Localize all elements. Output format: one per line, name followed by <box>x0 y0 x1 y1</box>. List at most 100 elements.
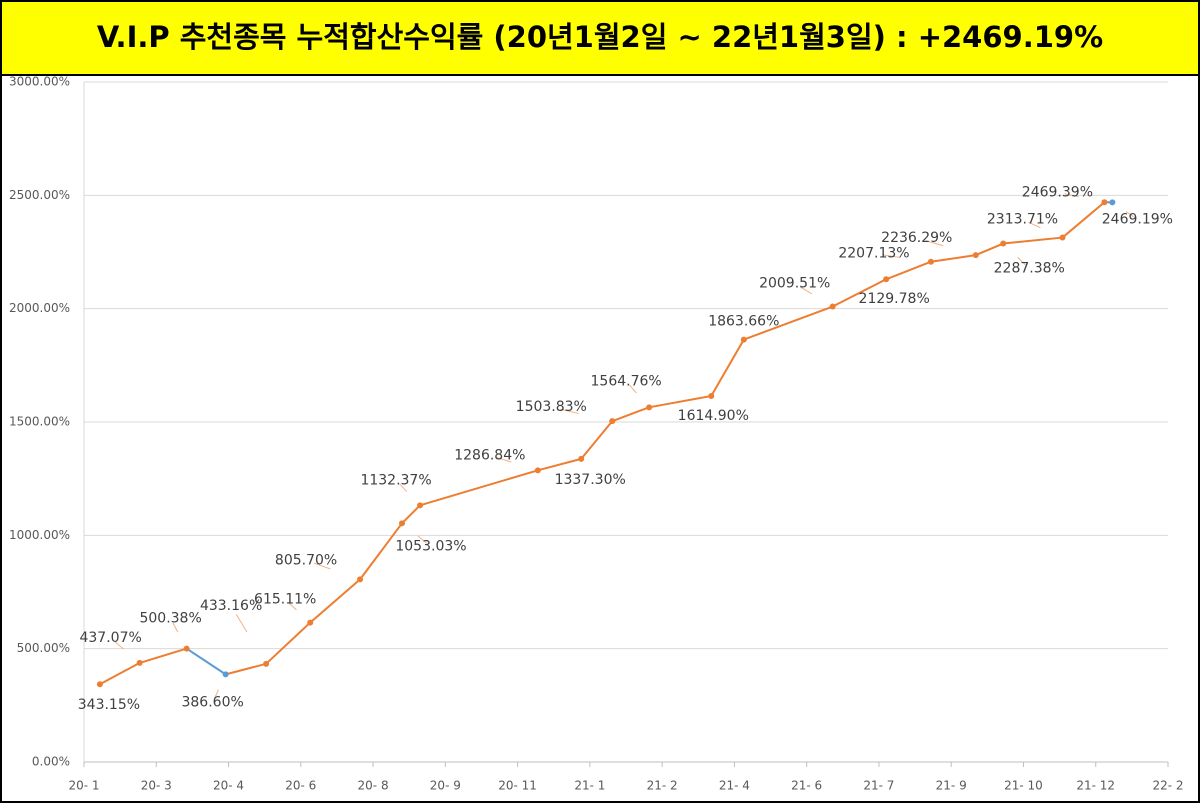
data-label: 2207.13% <box>838 246 909 262</box>
title-bar <box>0 0 1200 76</box>
line-segment <box>265 621 311 665</box>
point <box>829 303 836 310</box>
line-segment <box>99 662 141 686</box>
line-segment <box>975 242 1004 257</box>
line-segment <box>832 278 887 308</box>
leader-line <box>800 286 813 295</box>
x-tick-label: 20- 3 <box>141 779 172 793</box>
x-tick-label: 21- 1 <box>574 779 605 793</box>
data-label: 2129.78% <box>859 291 930 307</box>
data-label: 500.38% <box>139 611 201 627</box>
point <box>1059 234 1066 241</box>
y-tick-label: 2500.00% <box>9 188 70 202</box>
line-segment <box>885 260 932 281</box>
x-tick-label: 22- 2 <box>1152 779 1183 793</box>
line-segment <box>743 305 834 341</box>
line-segment <box>930 254 976 263</box>
x-tick-label: 20- 6 <box>285 779 316 793</box>
data-label: 2009.51% <box>759 276 830 292</box>
line-segment <box>1003 236 1063 245</box>
data-label: 1053.03% <box>395 538 466 554</box>
x-tick-label: 20- 8 <box>358 779 389 793</box>
y-tick-label: 3000.00% <box>9 75 70 89</box>
point <box>927 258 934 265</box>
point <box>534 467 541 474</box>
line-segment <box>580 420 614 460</box>
data-label: 386.60% <box>181 694 243 710</box>
y-tick-label: 1500.00% <box>9 415 70 429</box>
x-tick-label: 21- 9 <box>936 779 967 793</box>
point <box>1109 199 1116 206</box>
point <box>1000 240 1007 247</box>
data-label: 805.70% <box>275 552 337 568</box>
line-series <box>99 201 1113 686</box>
data-label: 1564.76% <box>591 373 662 389</box>
leader-line <box>214 689 219 699</box>
point <box>263 660 270 667</box>
point <box>417 502 424 509</box>
data-label: 1503.83% <box>516 399 587 415</box>
data-label: 433.16% <box>200 598 262 614</box>
leader-line <box>172 622 179 633</box>
data-label: 2469.19% <box>1102 211 1173 227</box>
point <box>307 619 314 626</box>
line-segment <box>139 647 187 664</box>
data-label: 437.07% <box>79 630 141 646</box>
x-tick-label: 21- 4 <box>719 779 750 793</box>
data-label: 1337.30% <box>555 472 626 488</box>
data-label: 1132.37% <box>360 472 431 488</box>
data-label: 615.11% <box>254 592 316 608</box>
line-segment <box>419 469 539 507</box>
point <box>96 681 103 688</box>
point <box>357 576 364 583</box>
x-tick-label: 21- 12 <box>1076 779 1115 793</box>
point <box>136 659 143 666</box>
x-tick-label: 21- 2 <box>647 779 678 793</box>
y-tick-label: 0.00% <box>32 755 70 769</box>
line-segment <box>611 406 650 423</box>
leader-line <box>235 614 248 633</box>
line-segment <box>225 662 267 676</box>
data-label: 2287.38% <box>994 261 1065 277</box>
point <box>646 404 653 411</box>
line-segment <box>359 522 403 580</box>
line-segment <box>648 394 712 409</box>
leader-line <box>882 254 900 258</box>
data-label: 343.15% <box>78 697 140 713</box>
leader-line <box>629 384 637 394</box>
x-tick-label: 21- 10 <box>1004 779 1043 793</box>
x-tick-label: 20- 1 <box>68 779 99 793</box>
x-tick-label: 21- 6 <box>791 779 822 793</box>
leader-line <box>496 457 512 463</box>
leader-line <box>1028 221 1041 229</box>
point <box>609 418 616 425</box>
line-segment <box>1061 201 1106 239</box>
leader-line <box>399 483 408 492</box>
leader-line <box>1064 193 1079 198</box>
data-label: 2469.39% <box>1022 184 1093 200</box>
point <box>708 392 715 399</box>
data-label: 2313.71% <box>987 212 1058 228</box>
line-segment <box>186 647 227 676</box>
x-tick-label: 21- 7 <box>863 779 894 793</box>
line-segment <box>401 504 421 525</box>
chart-title: V.I.P 추천종목 누적합산수익률 (20년1월2일 ~ 22년1월3일) :… <box>97 20 1103 54</box>
x-tick-label: 20- 11 <box>498 779 537 793</box>
y-tick-label: 500.00% <box>17 641 70 655</box>
point <box>578 455 585 462</box>
line-segment <box>710 339 745 397</box>
leader-line <box>1017 256 1026 266</box>
line-segment <box>309 578 361 624</box>
point <box>398 520 405 527</box>
data-label: 1863.66% <box>708 314 779 330</box>
y-tick-label: 2000.00% <box>9 301 70 315</box>
leader-line <box>925 240 944 247</box>
leader-line <box>114 641 125 650</box>
line-segment <box>537 457 582 472</box>
leader-line <box>288 602 297 611</box>
point <box>883 276 890 283</box>
data-label: 2236.29% <box>881 230 952 246</box>
leader-line <box>417 535 427 544</box>
